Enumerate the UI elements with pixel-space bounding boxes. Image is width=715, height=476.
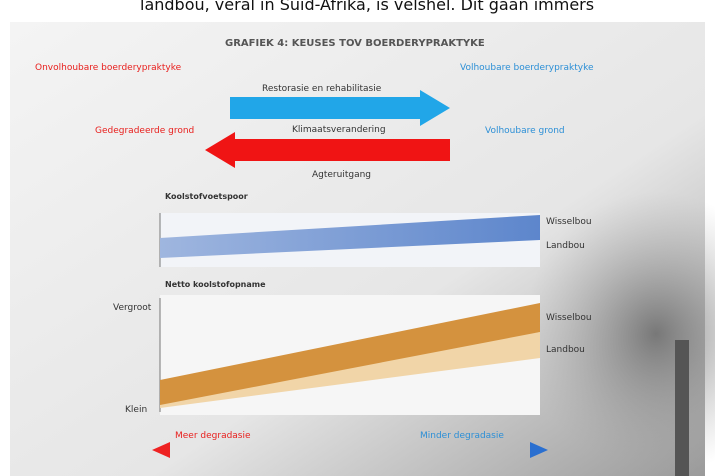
- right-heading: Volhoubare boerderypraktyke: [460, 63, 594, 73]
- scale-left-label: Meer degradasie: [175, 431, 251, 441]
- left-heading: Onvolhoubare boerderypraktyke: [35, 63, 182, 73]
- top-lower-label: Landbou: [546, 241, 585, 251]
- scale-right-label: Minder degradasie: [420, 431, 504, 441]
- upper-band: [160, 303, 540, 405]
- title: GRAFIEK 4: KEUSES TOV BOERDERYPRAKTYKE: [225, 38, 485, 49]
- arrow-right-label: Restorasie en rehabilitasie: [262, 84, 382, 94]
- arrow-right: [230, 90, 450, 126]
- arrow-left-label: Klimaatsverandering: [292, 125, 386, 135]
- top-panel-title: Koolstofvoetspoor: [165, 192, 248, 201]
- bottom-lower-label: Landbou: [546, 345, 585, 355]
- low-label: Klein: [125, 405, 148, 415]
- scale-head-left: [152, 442, 170, 458]
- right-state: Volhoubare grond: [485, 126, 565, 136]
- top-upper-label: Wisselbou: [546, 217, 592, 227]
- lower-band: [160, 332, 540, 408]
- scale-head-right: [530, 442, 548, 458]
- arrow-left: [205, 132, 450, 168]
- top-band: [160, 215, 540, 258]
- left-state: Gedegradeerde grond: [95, 126, 195, 136]
- caption: landbou, veral in Suid-Afrika, is velshe…: [140, 0, 595, 14]
- below-arrows: Agteruitgang: [312, 170, 372, 180]
- chimney: [675, 340, 689, 476]
- bottom-panel-title: Netto koolstofopname: [165, 280, 266, 289]
- bottom-upper-label: Wisselbou: [546, 313, 592, 323]
- high-label: Vergroot: [113, 303, 152, 313]
